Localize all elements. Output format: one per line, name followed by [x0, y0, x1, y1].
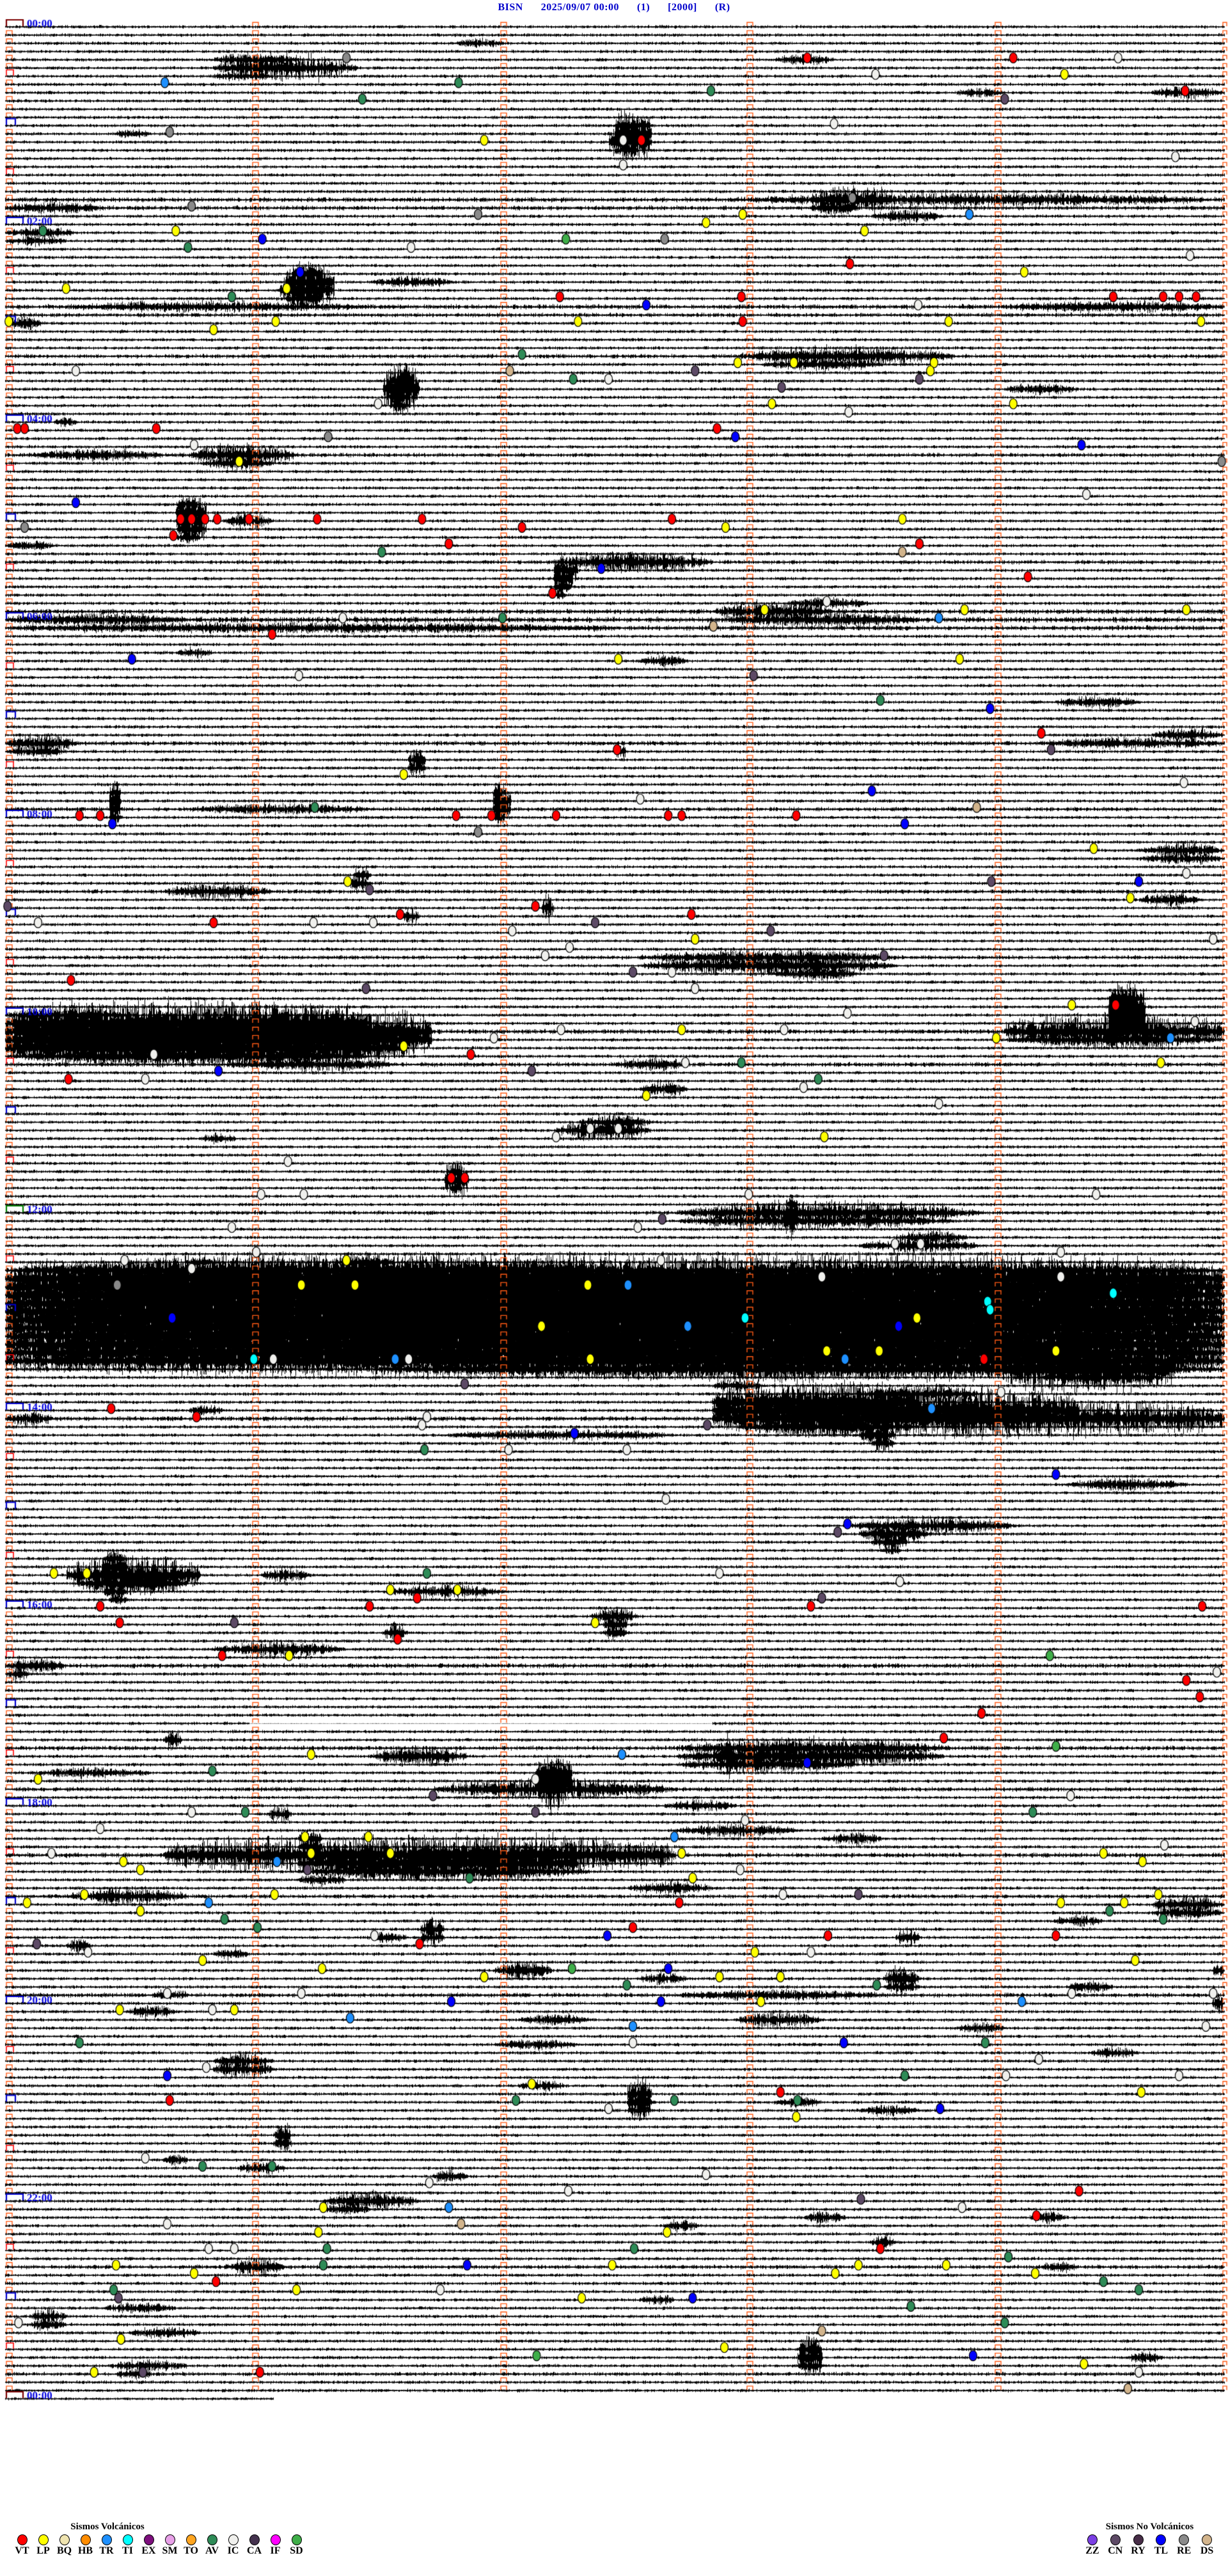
- plot-datetime: 2025/09/07 00:00: [540, 2, 620, 13]
- legend-dot-BQ: [59, 2534, 70, 2545]
- legend-item-LP: LP: [33, 2534, 54, 2557]
- legend-item-TL: TL: [1149, 2534, 1172, 2557]
- legend-label-ZZ: ZZ: [1085, 2545, 1099, 2556]
- helicorder-plot: [0, 0, 1228, 2495]
- legend-label-IC: IC: [227, 2545, 239, 2556]
- legend-item-IF: IF: [265, 2534, 286, 2557]
- legend-dot-TL: [1156, 2534, 1167, 2545]
- plot-param-2: [2000]: [668, 2, 697, 13]
- legend-dot-ZZ: [1087, 2534, 1098, 2545]
- legend-item-EX: EX: [138, 2534, 159, 2557]
- legend-dot-VT: [17, 2534, 28, 2545]
- legend-label-CN: CN: [1108, 2545, 1123, 2556]
- legend-dot-EX: [143, 2534, 154, 2545]
- legend-dot-TI: [122, 2534, 133, 2545]
- legend-item-SM: SM: [159, 2534, 180, 2557]
- legend-item-ZZ: ZZ: [1081, 2534, 1104, 2557]
- legend-dot-SM: [164, 2534, 175, 2545]
- legend-volcanic-title: Sismos Volcánicos: [70, 2522, 145, 2532]
- legend-item-TO: TO: [180, 2534, 201, 2557]
- legend-dot-CA: [249, 2534, 260, 2545]
- legend-label-HB: HB: [77, 2545, 93, 2556]
- legend-label-RE: RE: [1177, 2545, 1192, 2556]
- legend-item-VT: VT: [12, 2534, 33, 2557]
- legend-label-AV: AV: [205, 2545, 219, 2556]
- legend-label-RY: RY: [1131, 2545, 1145, 2556]
- legend-item-IC: IC: [223, 2534, 244, 2557]
- legend-item-BQ: BQ: [54, 2534, 75, 2557]
- legend-non-volcanic-items: ZZ CN RY TL RE DS: [1081, 2534, 1218, 2557]
- legend-item-RE: RE: [1172, 2534, 1195, 2557]
- legend-item-DS: DS: [1195, 2534, 1218, 2557]
- legend-dot-TO: [185, 2534, 196, 2545]
- legend-label-LP: LP: [36, 2545, 50, 2556]
- legend-dot-IC: [228, 2534, 239, 2545]
- legend-dot-RY: [1133, 2534, 1144, 2545]
- legend-dot-RE: [1179, 2534, 1190, 2545]
- plot-param-1: (1): [637, 2, 650, 13]
- legend-item-HB: HB: [75, 2534, 96, 2557]
- legend-label-DS: DS: [1200, 2545, 1214, 2556]
- legend-item-TI: TI: [117, 2534, 138, 2557]
- legend-volcanic-items: VT LP BQ HB TR TI EX SM TO AV IC CA IF SD: [12, 2534, 312, 2557]
- legend-label-BQ: BQ: [56, 2545, 72, 2556]
- station-code: BISN: [498, 2, 523, 13]
- legend-label-EX: EX: [141, 2545, 156, 2556]
- legend-dot-HB: [80, 2534, 91, 2545]
- legend-label-VT: VT: [15, 2545, 29, 2556]
- plot-param-3: (R): [714, 2, 730, 13]
- legend-label-TI: TI: [122, 2545, 133, 2556]
- legend-label-CA: CA: [246, 2545, 262, 2556]
- legend-dot-CN: [1110, 2534, 1121, 2545]
- legend-item-SD: SD: [286, 2534, 307, 2557]
- legend-non-volcanic-title: Sismos No Volcánicos: [1105, 2522, 1194, 2532]
- legend-dot-TR: [101, 2534, 112, 2545]
- legend-volcanic: Sismos Volcánicos VT LP BQ HB TR TI EX SM TO AV IC…: [12, 2522, 312, 2557]
- legend-item-AV: AV: [201, 2534, 223, 2557]
- legend-label-IF: IF: [270, 2545, 281, 2556]
- legend-label-TL: TL: [1154, 2545, 1169, 2556]
- legend-label-SD: SD: [290, 2545, 303, 2556]
- legend-label-TO: TO: [184, 2545, 198, 2556]
- legend-item-CA: CA: [244, 2534, 265, 2557]
- legend-dot-LP: [38, 2534, 49, 2545]
- legend-item-TR: TR: [96, 2534, 117, 2557]
- legend-item-RY: RY: [1127, 2534, 1150, 2557]
- legend-dot-IF: [270, 2534, 281, 2545]
- plot-title: BISN 2025/09/07 00:00 (1) [2000] (R): [0, 2, 1228, 13]
- legend-label-TR: TR: [99, 2545, 114, 2556]
- legend-non-volcanic: Sismos No Volcánicos ZZ CN RY TL RE DS: [1081, 2522, 1218, 2557]
- legend-dot-DS: [1202, 2534, 1213, 2545]
- legend-item-CN: CN: [1104, 2534, 1127, 2557]
- legend-label-SM: SM: [162, 2545, 178, 2556]
- legend-dot-AV: [207, 2534, 217, 2545]
- legend-dot-SD: [291, 2534, 302, 2545]
